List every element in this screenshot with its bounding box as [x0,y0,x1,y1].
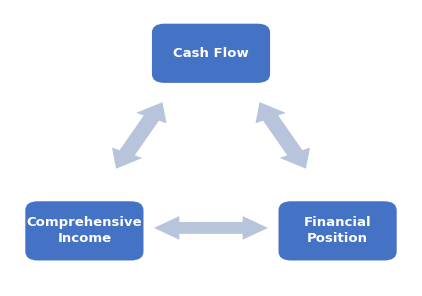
Text: Comprehensive
Income: Comprehensive Income [27,216,142,245]
Polygon shape [154,216,268,240]
Text: Cash Flow: Cash Flow [173,47,249,60]
Text: Financial
Position: Financial Position [304,216,371,245]
FancyBboxPatch shape [152,24,270,83]
Polygon shape [112,102,167,169]
FancyBboxPatch shape [25,201,143,260]
Polygon shape [255,102,310,169]
FancyBboxPatch shape [279,201,397,260]
